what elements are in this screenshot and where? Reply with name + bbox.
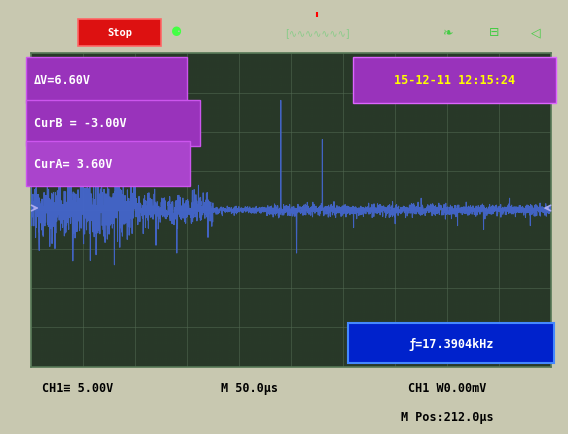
FancyBboxPatch shape bbox=[26, 101, 200, 146]
Text: CurA= 3.60V: CurA= 3.60V bbox=[34, 158, 112, 171]
Text: M Pos:212.0μs: M Pos:212.0μs bbox=[400, 410, 494, 423]
Text: 15-12-11 12:15:24: 15-12-11 12:15:24 bbox=[394, 74, 515, 87]
Text: ◁: ◁ bbox=[531, 26, 540, 39]
Text: ⚈: ⚈ bbox=[171, 26, 182, 39]
Text: CH1≡ 5.00V: CH1≡ 5.00V bbox=[41, 381, 113, 394]
FancyBboxPatch shape bbox=[353, 57, 556, 104]
FancyBboxPatch shape bbox=[26, 57, 187, 104]
Text: ƒ=17.3904kHz: ƒ=17.3904kHz bbox=[408, 337, 494, 350]
Text: Stop: Stop bbox=[107, 28, 132, 38]
FancyBboxPatch shape bbox=[26, 142, 190, 187]
Text: M 50.0μs: M 50.0μs bbox=[221, 381, 278, 394]
Text: ⊟: ⊟ bbox=[488, 26, 499, 39]
Text: ❧: ❧ bbox=[442, 26, 452, 39]
Text: CH1 W0.00mV: CH1 W0.00mV bbox=[408, 381, 486, 394]
Text: CurB = -3.00V: CurB = -3.00V bbox=[34, 117, 127, 130]
FancyBboxPatch shape bbox=[348, 323, 554, 364]
Text: ΔV=6.60V: ΔV=6.60V bbox=[34, 74, 91, 87]
FancyBboxPatch shape bbox=[78, 20, 161, 47]
Text: [∿∿∿∿∿∿∿]: [∿∿∿∿∿∿∿] bbox=[285, 28, 349, 38]
